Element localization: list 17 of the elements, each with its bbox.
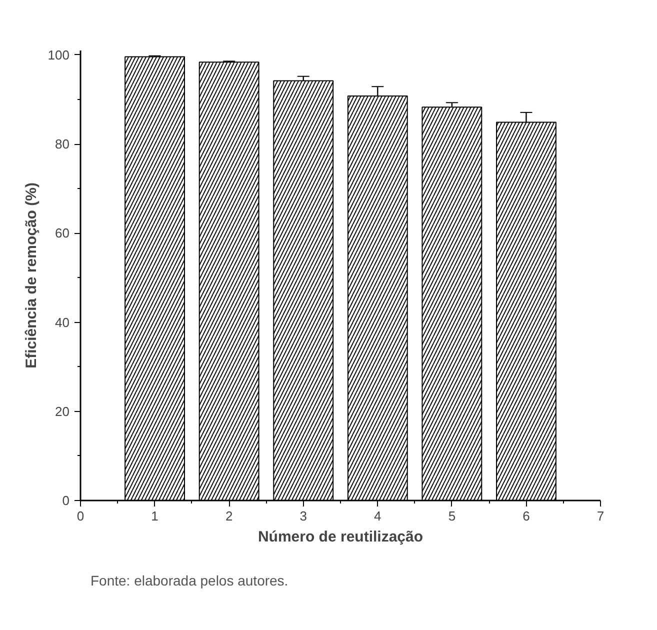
x-tick-label: 5: [448, 508, 456, 524]
x-tick-label: 1: [151, 508, 158, 524]
x-tick-label: 4: [374, 508, 382, 524]
y-tick-label: 80: [55, 136, 70, 152]
y-axis-title: Eficiência de remoção (%): [22, 182, 40, 368]
source-note: Fonte: elaborada pelos autores.: [90, 572, 288, 588]
x-tick-label: 0: [76, 508, 84, 524]
y-tick-label: 20: [55, 404, 70, 419]
x-tick-label: 6: [522, 508, 530, 524]
x-tick-label: 2: [225, 508, 233, 524]
y-tick-label: 40: [55, 314, 70, 330]
y-tick-label: 0: [62, 493, 70, 508]
y-tick-label: 60: [55, 226, 70, 241]
y-tick-label: 100: [48, 47, 70, 62]
x-axis-title: Número de reutilização: [258, 528, 424, 546]
x-tick-label: 7: [596, 508, 604, 524]
x-tick-label: 3: [300, 508, 307, 524]
